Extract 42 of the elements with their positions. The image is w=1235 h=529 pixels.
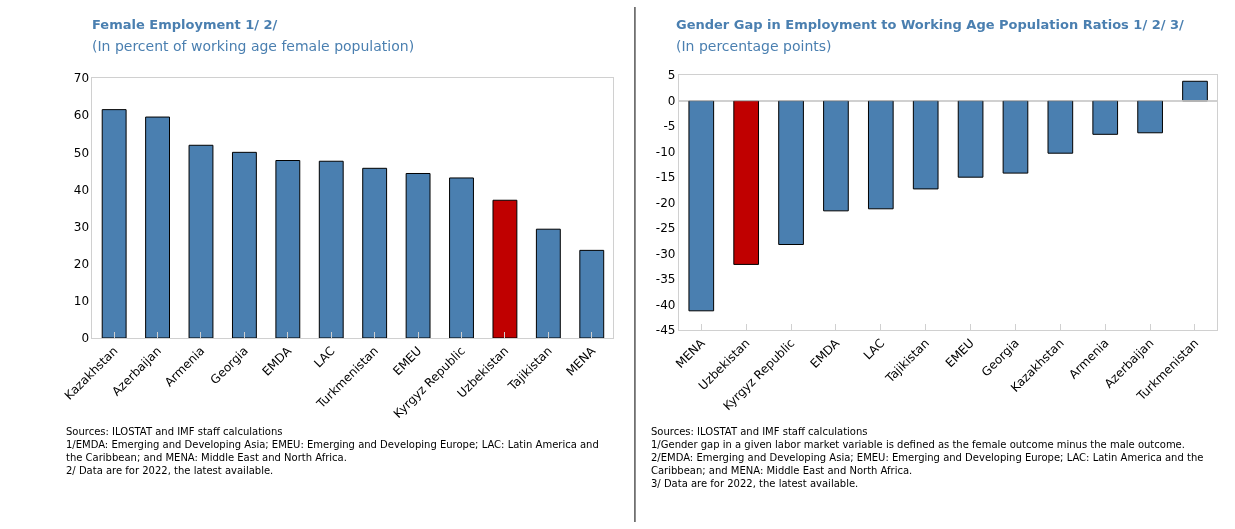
y-tick-label: 10 [73, 294, 90, 309]
chart-subtitle: (In percent of working age female population) [92, 38, 415, 54]
y-tick-label: -20 [655, 195, 676, 210]
bar [145, 116, 171, 338]
bar [188, 144, 214, 338]
y-tick-label: -25 [655, 221, 676, 236]
y-tick-label: -45 [655, 323, 676, 338]
y-tick-label: -15 [655, 170, 676, 185]
bar [275, 160, 301, 338]
y-tick-label: 50 [73, 145, 90, 160]
y-tick-label: 5 [667, 68, 676, 83]
y-tick-label: 60 [73, 108, 90, 123]
y-tick-label: 0 [667, 93, 676, 108]
y-tick-label: 70 [73, 71, 90, 86]
bar [362, 167, 388, 338]
y-tick-label: 40 [73, 182, 90, 197]
bar [492, 199, 518, 338]
y-tick-label: -35 [655, 272, 676, 287]
bar [405, 173, 431, 338]
bar [101, 109, 127, 338]
y-tick-label: 30 [73, 219, 90, 234]
chart-title: Gender Gap in Employment to Working Age Population Ratios 1/ 2/ 3/ [676, 17, 1185, 32]
bar [535, 228, 561, 338]
chart-subtitle: (In percentage points) [676, 38, 832, 54]
text: 2/ Data are for 2022, the latest available. [66, 465, 274, 476]
y-tick-label: 0 [81, 331, 90, 346]
bar [318, 160, 344, 338]
text: 1/Gender gap in a given labor market variable is defined as the female outcome minus the male outcome. [651, 439, 1185, 450]
text: 1/EMDA: Emerging and Developing Asia; EMEU: Emerging and Developing Europe; LAC: Latin America and the Caribbean; and MENA: Middle East and North Africa. [66, 439, 599, 463]
bar [231, 151, 257, 338]
y-tick-label: -30 [655, 246, 676, 261]
text: 2/EMDA: Emerging and Developing Asia; EMEU: Emerging and Developing Europe; LAC: Latin America and the Caribbean; and MENA: Middle East and North Africa. [651, 452, 1204, 476]
y-tick-label: -10 [655, 144, 676, 159]
y-tick-label: -40 [655, 297, 676, 312]
bar [579, 249, 605, 338]
chart-title: Female Employment 1/ 2/ [92, 17, 278, 32]
source-note: Sources: ILOSTAT and IMF staff calculations [651, 426, 868, 437]
y-tick-label: -5 [663, 119, 676, 134]
y-tick-label: 20 [73, 256, 90, 271]
text: 3/ Data are for 2022, the latest available. [651, 478, 859, 489]
source-note: Sources: ILOSTAT and IMF staff calculations [66, 426, 283, 437]
bar [449, 177, 474, 338]
